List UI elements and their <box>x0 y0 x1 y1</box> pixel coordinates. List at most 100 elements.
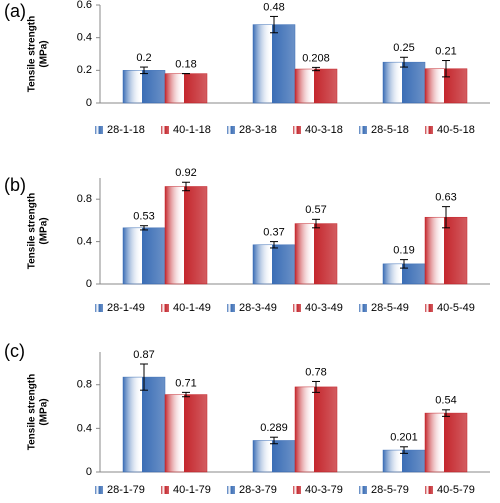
legend-label: 40-3-49 <box>305 302 343 314</box>
value-label: 0.25 <box>393 42 414 54</box>
legend-swatch <box>161 304 169 312</box>
legend-label: 28-1-79 <box>107 484 145 496</box>
error-bar <box>270 15 278 34</box>
legend-label: 40-1-79 <box>173 484 211 496</box>
value-label: 0.54 <box>435 395 456 407</box>
panel-label: (b) <box>4 175 26 195</box>
value-label: 0.208 <box>302 52 330 64</box>
error-bar <box>182 391 190 398</box>
value-label: 0.53 <box>133 211 154 223</box>
error-bar <box>312 66 320 72</box>
error-bar <box>140 66 148 75</box>
legend-swatch <box>359 486 367 494</box>
bar <box>294 223 338 285</box>
legend-label: 40-5-79 <box>437 484 475 496</box>
y-tick-label: 0.4 <box>77 236 92 248</box>
value-label: 0.18 <box>175 59 196 71</box>
legend-swatch <box>425 486 433 494</box>
legend-label: 40-3-79 <box>305 484 343 496</box>
legend-label: 28-3-79 <box>239 484 277 496</box>
bar <box>164 73 208 104</box>
y-tick-label: 0.6 <box>77 0 92 11</box>
y-axis-label: (MPa) <box>39 40 50 67</box>
error-bar <box>442 60 450 78</box>
error-bar <box>442 206 450 229</box>
value-label: 0.289 <box>260 422 288 434</box>
bar <box>164 186 208 285</box>
legend-swatch <box>425 304 433 312</box>
legend-label: 28-5-49 <box>371 302 409 314</box>
bar <box>122 70 166 104</box>
y-tick-label: 0.4 <box>77 422 92 434</box>
bar <box>122 376 166 473</box>
y-axis-label: Tensile strength <box>27 193 38 270</box>
panel-label: (c) <box>4 341 25 361</box>
legend-swatch <box>293 126 301 134</box>
panel-label: (a) <box>4 1 26 21</box>
legend-swatch <box>293 304 301 312</box>
y-tick-label: 0 <box>86 97 92 109</box>
y-tick-label: 0.4 <box>77 32 92 44</box>
error-bar <box>140 225 148 231</box>
legend-label: 28-1-18 <box>107 124 145 136</box>
error-bar <box>270 436 278 445</box>
y-tick-label: 0.2 <box>77 64 92 76</box>
legend-label: 28-1-49 <box>107 302 145 314</box>
value-label: 0.57 <box>305 204 326 216</box>
error-bar <box>182 181 190 192</box>
value-label: 0.48 <box>263 1 284 13</box>
bar <box>122 227 166 285</box>
legend-label: 40-5-49 <box>437 302 475 314</box>
y-tick-label: 0.8 <box>77 193 92 205</box>
error-bar <box>400 56 408 68</box>
bar <box>164 394 208 473</box>
legend-swatch <box>95 304 103 312</box>
value-label: 0.37 <box>263 227 284 239</box>
value-label: 0.201 <box>390 432 418 444</box>
bar <box>252 440 296 473</box>
value-label: 0.19 <box>393 245 414 257</box>
bar <box>382 61 426 104</box>
value-label: 0.78 <box>305 366 326 378</box>
legend-label: 40-3-18 <box>305 124 343 136</box>
error-bar <box>400 259 408 269</box>
error-bar <box>312 218 320 229</box>
y-axis-label: (MPa) <box>39 398 50 425</box>
legend-swatch <box>359 126 367 134</box>
value-label: 0.87 <box>133 349 154 361</box>
legend-label: 40-1-49 <box>173 302 211 314</box>
y-tick-label: 0.8 <box>77 379 92 391</box>
legend-swatch <box>227 304 235 312</box>
error-bar <box>270 241 278 249</box>
legend-swatch <box>161 486 169 494</box>
value-label: 0.63 <box>435 192 456 204</box>
y-axis-label: Tensile strength <box>27 16 38 93</box>
legend-label: 40-1-18 <box>173 124 211 136</box>
legend-label: 28-3-18 <box>239 124 277 136</box>
bar <box>424 412 468 473</box>
error-bar <box>140 363 148 391</box>
legend-swatch <box>359 304 367 312</box>
legend-swatch <box>95 486 103 494</box>
y-axis-label: (MPa) <box>39 217 50 244</box>
legend-label: 28-3-49 <box>239 302 277 314</box>
error-bar <box>400 446 408 454</box>
bar <box>294 386 338 473</box>
error-bar <box>312 380 320 393</box>
legend-swatch <box>293 486 301 494</box>
legend-label: 28-5-18 <box>371 124 409 136</box>
value-label: 0.2 <box>136 52 151 64</box>
legend-swatch <box>227 126 235 134</box>
y-tick-label: 0 <box>86 278 92 290</box>
bar <box>252 24 296 104</box>
value-label: 0.21 <box>435 45 456 57</box>
y-tick-label: 0 <box>86 466 92 478</box>
value-label: 0.92 <box>175 167 196 179</box>
legend-swatch <box>95 126 103 134</box>
legend-swatch <box>425 126 433 134</box>
bar <box>424 216 468 285</box>
legend-swatch <box>161 126 169 134</box>
bar <box>294 68 338 104</box>
bar <box>252 244 296 285</box>
